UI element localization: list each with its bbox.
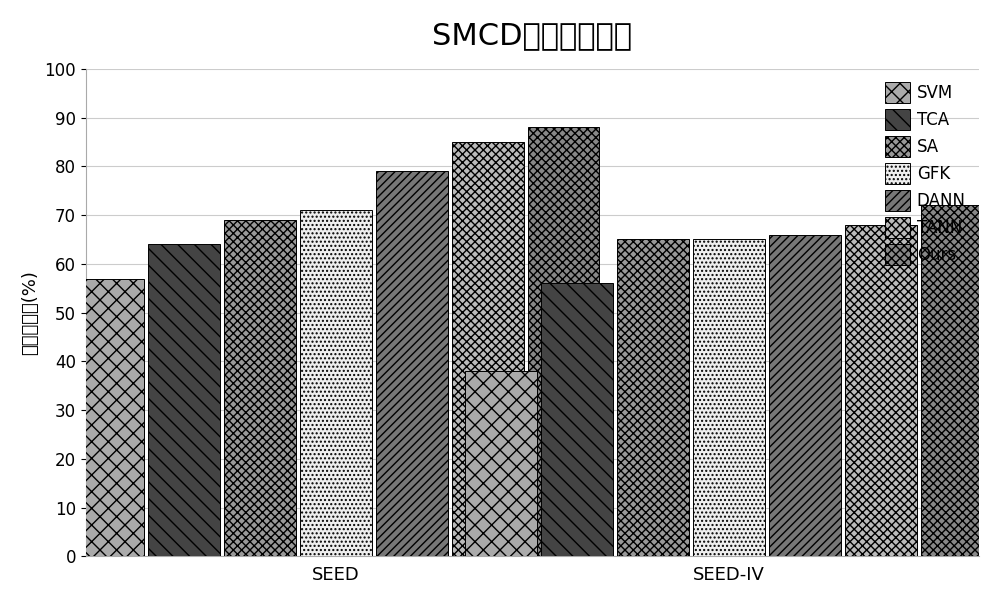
Bar bbox=[541, 283, 613, 557]
Title: SMCD模型分类结果: SMCD模型分类结果 bbox=[432, 21, 632, 50]
Bar bbox=[72, 278, 144, 557]
Bar bbox=[452, 142, 524, 557]
Bar bbox=[300, 211, 372, 557]
Bar bbox=[465, 371, 537, 557]
Y-axis label: 测试准确率(%): 测试准确率(%) bbox=[21, 270, 39, 355]
Bar bbox=[148, 244, 220, 557]
Bar bbox=[376, 171, 448, 557]
Bar bbox=[769, 235, 841, 557]
Legend: SVM, TCA, SA, GFK, DANN, TANN, Ours: SVM, TCA, SA, GFK, DANN, TANN, Ours bbox=[880, 77, 971, 269]
Bar bbox=[693, 240, 765, 557]
Bar bbox=[224, 220, 296, 557]
Bar bbox=[921, 205, 993, 557]
Bar bbox=[617, 240, 689, 557]
Bar bbox=[528, 127, 599, 557]
Bar bbox=[845, 225, 917, 557]
